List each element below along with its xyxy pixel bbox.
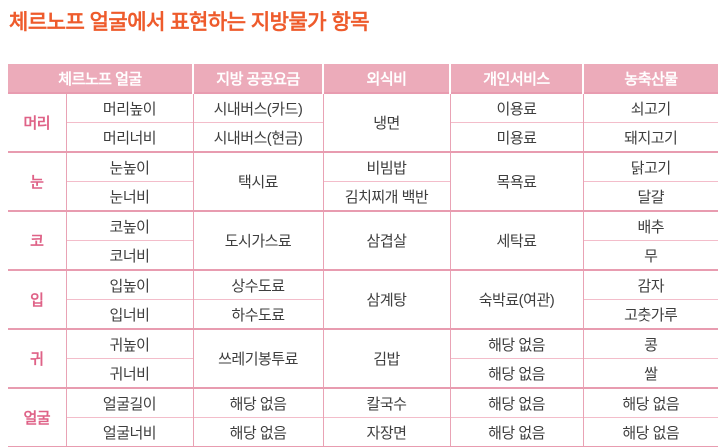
feature-cell: 코높이 — [65, 211, 193, 241]
agri-cell: 무 — [582, 240, 718, 270]
table-row: 귀 귀높이 쓰레기봉투료 김밥 해당 없음 콩 — [8, 329, 718, 388]
table-row: 입너비 하수도료 고춧가루 — [8, 299, 718, 329]
header-personal-service: 개인서비스 — [449, 64, 583, 93]
agri-cell: 감자 — [582, 270, 718, 300]
feature-cell: 머리높이 — [65, 93, 193, 123]
table-row: 코 코높이 도시가스료 삼겹살 세탁료 배추 — [8, 211, 718, 270]
dining-cell: 비빔밥 — [322, 152, 450, 182]
header-agri-products: 농축산물 — [582, 64, 718, 93]
group-label: 귀 — [8, 329, 66, 388]
table-row: 얼굴 얼굴길이 해당 없음 칼국수 해당 없음 해당 없음 — [8, 388, 718, 447]
feature-cell: 머리너비 — [65, 122, 193, 152]
agri-cell: 콩 — [582, 329, 718, 359]
table-row: 눈 눈높이 택시료 비빔밥 목욕료 닭고기 — [8, 152, 718, 211]
feature-cell: 입너비 — [65, 299, 193, 329]
group-mouth: 입 입높이 상수도료 삼계탕 숙박료(여관) 감자 입너비 하수도료 고춧가루 — [8, 270, 718, 329]
table-header-row: 체르노프 얼굴 지방 공공요금 외식비 개인서비스 농축산물 — [8, 64, 718, 93]
header-chernoff-face: 체르노프 얼굴 — [8, 64, 193, 93]
dining-cell: 김밥 — [322, 329, 450, 388]
group-eyes: 눈 눈높이 택시료 비빔밥 목욕료 닭고기 눈너비 김치찌개 백반 달걀 — [8, 152, 718, 211]
table-row: 얼굴너비 해당 없음 자장면 해당 없음 해당 없음 — [8, 417, 718, 447]
feature-cell: 귀너비 — [65, 358, 193, 388]
feature-cell: 눈높이 — [65, 152, 193, 182]
dining-cell: 삼계탕 — [322, 270, 450, 329]
group-label: 얼굴 — [8, 388, 66, 447]
agri-cell: 쌀 — [582, 358, 718, 388]
page-title: 체르노프 얼굴에서 표현하는 지방물가 항목 — [9, 11, 370, 34]
agri-cell: 쇠고기 — [582, 93, 718, 123]
public-fee-cell: 해당 없음 — [192, 388, 323, 418]
public-fee-cell: 시내버스(현금) — [192, 122, 323, 152]
group-ears: 귀 귀높이 쓰레기봉투료 김밥 해당 없음 콩 귀너비 해당 없음 쌀 — [8, 329, 718, 388]
public-fee-cell: 해당 없음 — [192, 417, 323, 447]
dining-cell: 김치찌개 백반 — [322, 181, 450, 211]
public-fee-cell: 하수도료 — [192, 299, 323, 329]
table-row: 코너비 무 — [8, 240, 718, 270]
personal-service-cell: 해당 없음 — [449, 417, 583, 447]
agri-cell: 돼지고기 — [582, 122, 718, 152]
feature-cell: 얼굴너비 — [65, 417, 193, 447]
personal-service-cell: 세탁료 — [449, 211, 583, 270]
personal-service-cell: 목욕료 — [449, 152, 583, 211]
chernoff-face-price-table: 체르노프 얼굴 지방 공공요금 외식비 개인서비스 농축산물 머리 머리높이 시… — [8, 64, 718, 447]
public-fee-cell: 도시가스료 — [192, 211, 323, 270]
group-face: 얼굴 얼굴길이 해당 없음 칼국수 해당 없음 해당 없음 얼굴너비 해당 없음… — [8, 388, 718, 447]
feature-cell: 얼굴길이 — [65, 388, 193, 418]
agri-cell: 해당 없음 — [582, 417, 718, 447]
table-row: 머리 머리높이 시내버스(카드) 냉면 이용료 쇠고기 — [8, 93, 718, 152]
personal-service-cell: 미용료 — [449, 122, 583, 152]
agri-cell: 해당 없음 — [582, 388, 718, 418]
feature-cell: 눈너비 — [65, 181, 193, 211]
public-fee-cell: 시내버스(카드) — [192, 93, 323, 123]
dining-cell: 자장면 — [322, 417, 450, 447]
personal-service-cell: 이용료 — [449, 93, 583, 123]
personal-service-cell: 해당 없음 — [449, 358, 583, 388]
agri-cell: 고춧가루 — [582, 299, 718, 329]
group-label: 머리 — [8, 93, 66, 152]
dining-cell: 삼겹살 — [322, 211, 450, 270]
agri-cell: 닭고기 — [582, 152, 718, 182]
table-row: 머리너비 시내버스(현금) 미용료 돼지고기 — [8, 122, 718, 152]
group-head: 머리 머리높이 시내버스(카드) 냉면 이용료 쇠고기 머리너비 시내버스(현금… — [8, 93, 718, 152]
public-fee-cell: 쓰레기봉투료 — [192, 329, 323, 388]
dining-cell: 냉면 — [322, 93, 450, 152]
group-nose: 코 코높이 도시가스료 삼겹살 세탁료 배추 코너비 무 — [8, 211, 718, 270]
personal-service-cell: 해당 없음 — [449, 329, 583, 359]
feature-cell: 코너비 — [65, 240, 193, 270]
group-label: 눈 — [8, 152, 66, 211]
group-label: 입 — [8, 270, 66, 329]
table-row: 입 입높이 상수도료 삼계탕 숙박료(여관) 감자 — [8, 270, 718, 329]
agri-cell: 달걀 — [582, 181, 718, 211]
personal-service-cell: 숙박료(여관) — [449, 270, 583, 329]
header-public-fees: 지방 공공요금 — [192, 64, 323, 93]
group-label: 코 — [8, 211, 66, 270]
feature-cell: 귀높이 — [65, 329, 193, 359]
header-dining: 외식비 — [322, 64, 450, 93]
agri-cell: 배추 — [582, 211, 718, 241]
public-fee-cell: 택시료 — [192, 152, 323, 211]
public-fee-cell: 상수도료 — [192, 270, 323, 300]
table-row: 귀너비 해당 없음 쌀 — [8, 358, 718, 388]
table-row: 눈너비 김치찌개 백반 달걀 — [8, 181, 718, 211]
dining-cell: 칼국수 — [322, 388, 450, 418]
personal-service-cell: 해당 없음 — [449, 388, 583, 418]
feature-cell: 입높이 — [65, 270, 193, 300]
